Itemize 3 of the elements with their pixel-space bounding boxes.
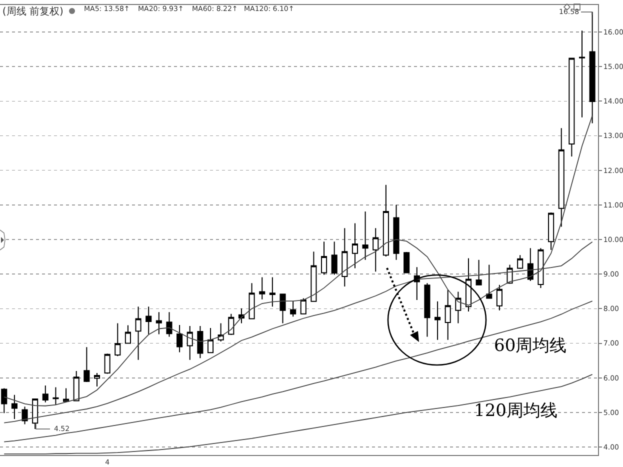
annotation: 60周均线 xyxy=(494,336,567,356)
chart-title: (周线 前复权) xyxy=(2,6,64,18)
annotation: 120周均线 xyxy=(474,401,558,421)
